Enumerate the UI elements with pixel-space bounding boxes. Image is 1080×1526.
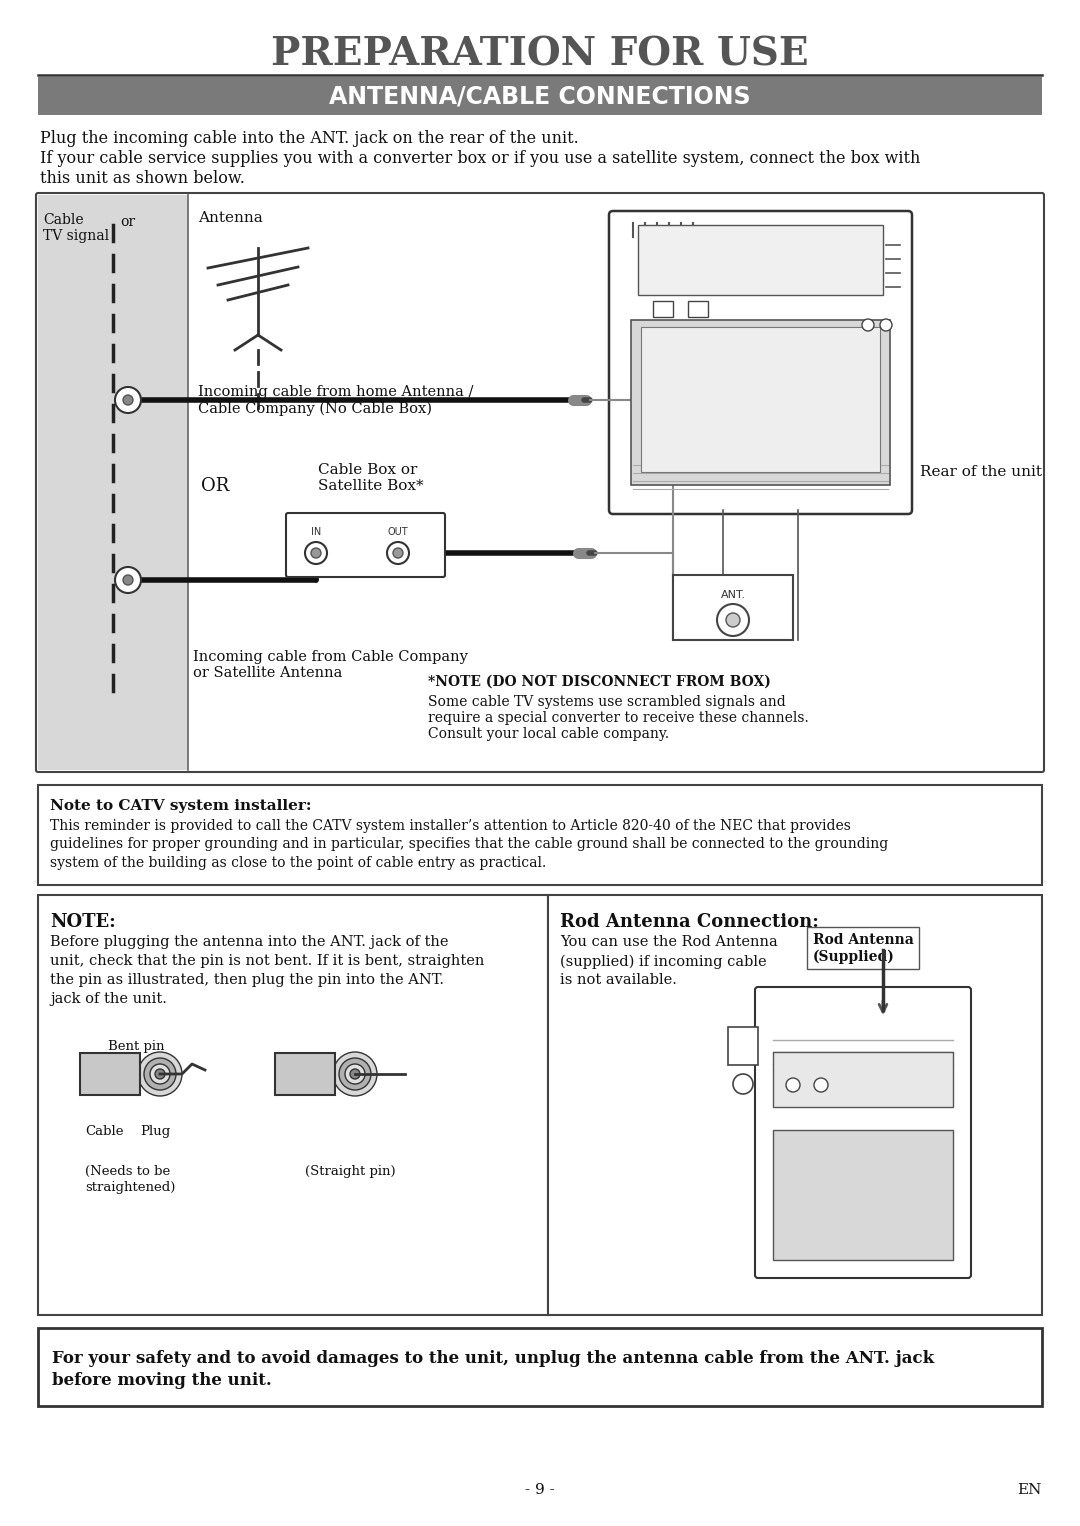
Circle shape: [138, 1051, 183, 1096]
FancyBboxPatch shape: [286, 513, 445, 577]
Bar: [653, 301, 673, 317]
Circle shape: [150, 1064, 170, 1083]
Text: Note to CATV system installer:: Note to CATV system installer:: [50, 800, 311, 813]
Circle shape: [339, 1058, 372, 1090]
Text: (Needs to be
straightened): (Needs to be straightened): [85, 1164, 175, 1193]
Circle shape: [393, 548, 403, 559]
Text: Plug the incoming cable into the ANT. jack on the rear of the unit.: Plug the incoming cable into the ANT. ja…: [40, 130, 579, 146]
Text: Incoming cable from home Antenna /
Cable Company (No Cable Box): Incoming cable from home Antenna / Cable…: [198, 385, 473, 415]
Text: For your safety and to avoid damages to the unit, unplug the antenna cable from : For your safety and to avoid damages to …: [52, 1351, 934, 1367]
Text: Some cable TV systems use scrambled signals and
require a special converter to r: Some cable TV systems use scrambled sign…: [428, 694, 809, 742]
Text: NOTE:: NOTE:: [50, 913, 116, 931]
Circle shape: [156, 1070, 165, 1079]
Bar: [38, 1328, 1042, 1405]
Circle shape: [123, 575, 133, 584]
Circle shape: [311, 548, 321, 559]
Text: You can use the Rod Antenna
(supplied) if incoming cable
is not available.: You can use the Rod Antenna (supplied) i…: [561, 935, 778, 987]
Text: (Straight pin): (Straight pin): [305, 1164, 395, 1178]
Bar: [38, 784, 1042, 885]
Text: EN: EN: [1017, 1483, 1042, 1497]
Text: Before plugging the antenna into the ANT. jack of the
unit, check that the pin i: Before plugging the antenna into the ANT…: [50, 935, 484, 1006]
Bar: [728, 1027, 758, 1065]
Circle shape: [717, 604, 750, 636]
FancyBboxPatch shape: [36, 192, 1044, 772]
Bar: [38, 195, 188, 771]
Bar: [548, 896, 1042, 1315]
Bar: [103, 380, 153, 418]
Text: OUT: OUT: [388, 526, 408, 537]
Text: or: or: [120, 215, 135, 229]
Circle shape: [144, 1058, 176, 1090]
Bar: [642, 327, 880, 472]
Circle shape: [350, 1070, 360, 1079]
Text: ANTENNA/CABLE CONNECTIONS: ANTENNA/CABLE CONNECTIONS: [329, 84, 751, 108]
Text: Plug: Plug: [140, 1125, 171, 1138]
Circle shape: [123, 395, 133, 404]
Bar: [688, 301, 708, 317]
Circle shape: [333, 1051, 377, 1096]
Bar: [38, 896, 548, 1315]
Text: - 9 -: - 9 -: [525, 1483, 555, 1497]
Text: Cable
TV signal: Cable TV signal: [43, 214, 109, 243]
Bar: [275, 1053, 335, 1096]
Circle shape: [726, 613, 740, 627]
Circle shape: [862, 319, 874, 331]
Bar: [750, 221, 770, 233]
Text: Rod Antenna Connection:: Rod Antenna Connection:: [561, 913, 819, 931]
Bar: [38, 76, 1042, 114]
Text: This reminder is provided to call the CATV system installer’s attention to Artic: This reminder is provided to call the CA…: [50, 819, 888, 870]
Text: ANT.: ANT.: [720, 591, 745, 600]
Text: Rod Antenna
(Supplied): Rod Antenna (Supplied): [813, 932, 914, 963]
Bar: [773, 1051, 953, 1106]
Text: before moving the unit.: before moving the unit.: [52, 1372, 272, 1389]
Text: OR: OR: [201, 478, 229, 494]
Bar: [103, 560, 153, 598]
FancyBboxPatch shape: [755, 987, 971, 1277]
Text: Cable: Cable: [85, 1125, 123, 1138]
Text: Rear of the unit: Rear of the unit: [920, 465, 1042, 479]
Circle shape: [345, 1064, 365, 1083]
Bar: [638, 224, 883, 295]
Text: Antenna: Antenna: [198, 211, 262, 224]
Bar: [631, 320, 890, 485]
FancyBboxPatch shape: [609, 211, 912, 514]
Text: Cable Box or
Satellite Box*: Cable Box or Satellite Box*: [318, 462, 423, 493]
Circle shape: [305, 542, 327, 565]
Text: IN: IN: [311, 526, 321, 537]
Circle shape: [114, 388, 141, 414]
Text: Incoming cable from Cable Company
or Satellite Antenna: Incoming cable from Cable Company or Sat…: [193, 650, 468, 681]
Bar: [80, 1053, 140, 1096]
Circle shape: [880, 319, 892, 331]
Circle shape: [733, 1074, 753, 1094]
Text: If your cable service supplies you with a converter box or if you use a satellit: If your cable service supplies you with …: [40, 150, 920, 186]
Bar: [773, 1129, 953, 1260]
Circle shape: [114, 568, 141, 594]
Text: PREPARATION FOR USE: PREPARATION FOR USE: [271, 37, 809, 73]
Circle shape: [786, 1077, 800, 1093]
Text: Bent pin: Bent pin: [108, 1041, 164, 1053]
Circle shape: [814, 1077, 828, 1093]
Text: *NOTE (DO NOT DISCONNECT FROM BOX): *NOTE (DO NOT DISCONNECT FROM BOX): [428, 674, 771, 690]
Bar: [673, 575, 793, 639]
Circle shape: [387, 542, 409, 565]
